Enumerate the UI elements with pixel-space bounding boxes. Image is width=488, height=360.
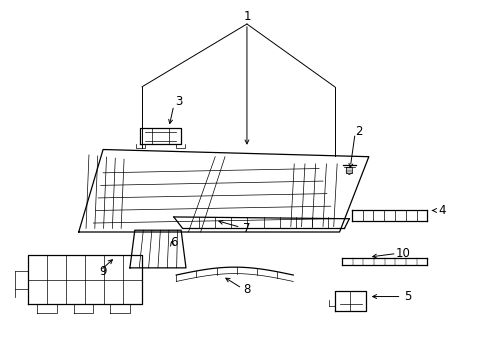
Text: 1: 1: [243, 10, 250, 23]
Text: 2: 2: [355, 125, 362, 138]
Text: 6: 6: [170, 236, 177, 249]
Text: 4: 4: [437, 204, 445, 217]
Text: 10: 10: [395, 247, 409, 260]
Text: 7: 7: [243, 222, 250, 235]
Text: 5: 5: [404, 290, 411, 303]
Text: 9: 9: [99, 265, 106, 278]
Text: 3: 3: [175, 95, 182, 108]
Text: 8: 8: [243, 283, 250, 296]
